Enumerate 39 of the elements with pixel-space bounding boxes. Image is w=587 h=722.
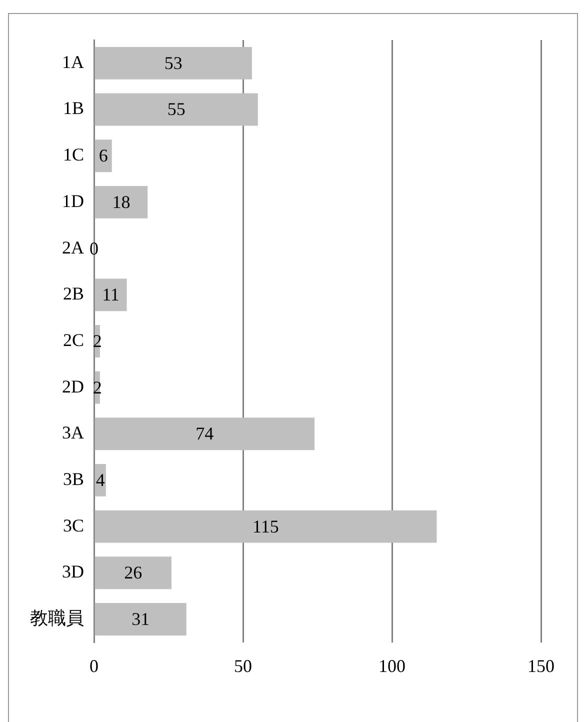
y-tick-label: 3D <box>62 562 84 582</box>
y-tick-label: 1D <box>62 190 84 211</box>
y-tick-label: 3B <box>62 468 84 489</box>
data-label: 2 <box>92 377 102 398</box>
x-tick-label: 0 <box>90 656 98 676</box>
data-label: 2 <box>92 330 102 351</box>
data-label: 0 <box>90 238 98 258</box>
y-tick-label: 3A <box>62 422 84 443</box>
data-label: 115 <box>252 516 279 536</box>
y-tick-label: 1C <box>62 144 84 165</box>
y-tick-label: 2C <box>62 330 84 350</box>
y-tick-label: 教職員 <box>30 608 84 628</box>
y-tick-label: 3C <box>62 515 84 536</box>
data-label: 26 <box>124 562 142 583</box>
bar <box>94 510 437 543</box>
data-label: 6 <box>98 146 108 166</box>
bar <box>94 93 258 126</box>
y-tick-label: 1A <box>62 52 84 72</box>
bar <box>94 186 148 218</box>
bar <box>94 556 172 590</box>
x-tick-label: 50 <box>234 656 252 676</box>
y-tick-label: 2D <box>62 376 84 396</box>
data-label: 18 <box>112 192 130 212</box>
bar <box>94 278 127 312</box>
bar <box>94 46 252 80</box>
x-tick-label: 150 <box>528 656 554 676</box>
data-label: 31 <box>132 608 150 629</box>
bar <box>94 140 112 172</box>
y-tick-label: 1B <box>62 98 84 118</box>
y-tick-label: 2A <box>62 237 84 258</box>
data-label: 4 <box>96 470 105 490</box>
data-label: 53 <box>164 52 182 73</box>
bar <box>94 603 186 636</box>
x-tick-label: 100 <box>378 656 406 676</box>
y-tick-label: 2B <box>62 284 84 304</box>
data-label: 55 <box>167 99 186 120</box>
data-label: 11 <box>102 284 120 305</box>
data-label: 74 <box>196 424 214 444</box>
bar <box>94 418 315 450</box>
